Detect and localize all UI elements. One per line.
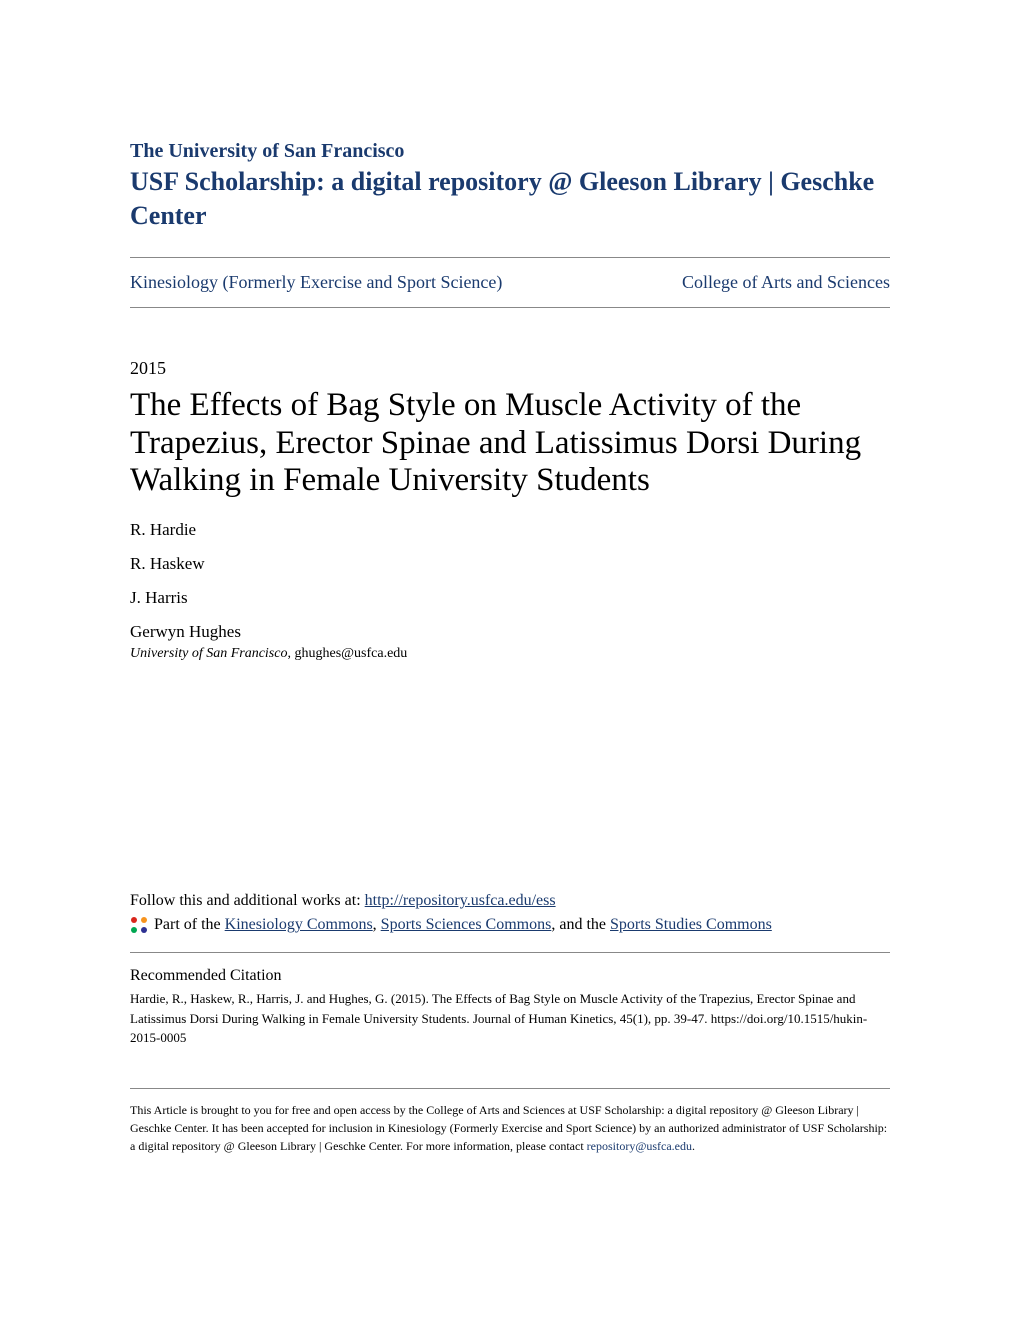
nav-row: Kinesiology (Formerly Exercise and Sport… — [130, 258, 890, 307]
author-name: R. Haskew — [130, 554, 205, 573]
author-affiliation: University of San Francisco — [130, 646, 287, 661]
footer-period: . — [692, 1139, 695, 1153]
footer-body: This Article is brought to you for free … — [130, 1103, 887, 1153]
author-item: R. Haskew — [130, 554, 890, 574]
author-email: ghughes@usfca.edu — [294, 646, 407, 661]
repository-title: USF Scholarship: a digital repository @ … — [130, 165, 890, 233]
contact-email-link[interactable]: repository@usfca.edu — [587, 1139, 692, 1153]
author-name: R. Hardie — [130, 520, 196, 539]
publication-year: 2015 — [130, 358, 890, 379]
author-name: J. Harris — [130, 588, 188, 607]
paper-title: The Effects of Bag Style on Muscle Activ… — [130, 387, 890, 501]
follow-section: Follow this and additional works at: htt… — [130, 892, 890, 934]
divider-nav — [130, 307, 890, 308]
citation-text: Hardie, R., Haskew, R., Harris, J. and H… — [130, 989, 890, 1048]
commons-link[interactable]: Sports Sciences Commons — [381, 916, 552, 933]
author-item: Gerwyn Hughes University of San Francisc… — [130, 622, 890, 662]
author-name: Gerwyn Hughes — [130, 622, 241, 641]
commons-prefix: Part of the — [154, 916, 225, 933]
commons-link[interactable]: Sports Studies Commons — [610, 916, 772, 933]
follow-line: Follow this and additional works at: htt… — [130, 892, 890, 910]
commons-link[interactable]: Kinesiology Commons — [225, 916, 373, 933]
author-item: J. Harris — [130, 588, 890, 608]
department-link[interactable]: Kinesiology (Formerly Exercise and Sport… — [130, 272, 502, 293]
follow-prefix: Follow this and additional works at: — [130, 892, 365, 909]
comma-sep: , — [373, 916, 381, 933]
commons-text: Part of the Kinesiology Commons, Sports … — [154, 916, 772, 934]
repository-url-link[interactable]: http://repository.usfca.edu/ess — [365, 892, 556, 909]
commons-line: Part of the Kinesiology Commons, Sports … — [130, 916, 890, 934]
and-sep: , and the — [551, 916, 610, 933]
footer-text: This Article is brought to you for free … — [130, 1101, 890, 1155]
page-header: The University of San Francisco USF Scho… — [130, 140, 890, 233]
university-name: The University of San Francisco — [130, 140, 890, 163]
authors-list: R. Hardie R. Haskew J. Harris Gerwyn Hug… — [130, 520, 890, 662]
citation-heading: Recommended Citation — [130, 967, 890, 985]
college-link[interactable]: College of Arts and Sciences — [682, 272, 890, 293]
divider-citation — [130, 952, 890, 953]
author-item: R. Hardie — [130, 520, 890, 540]
divider-footer — [130, 1088, 890, 1089]
network-icon — [130, 916, 148, 934]
